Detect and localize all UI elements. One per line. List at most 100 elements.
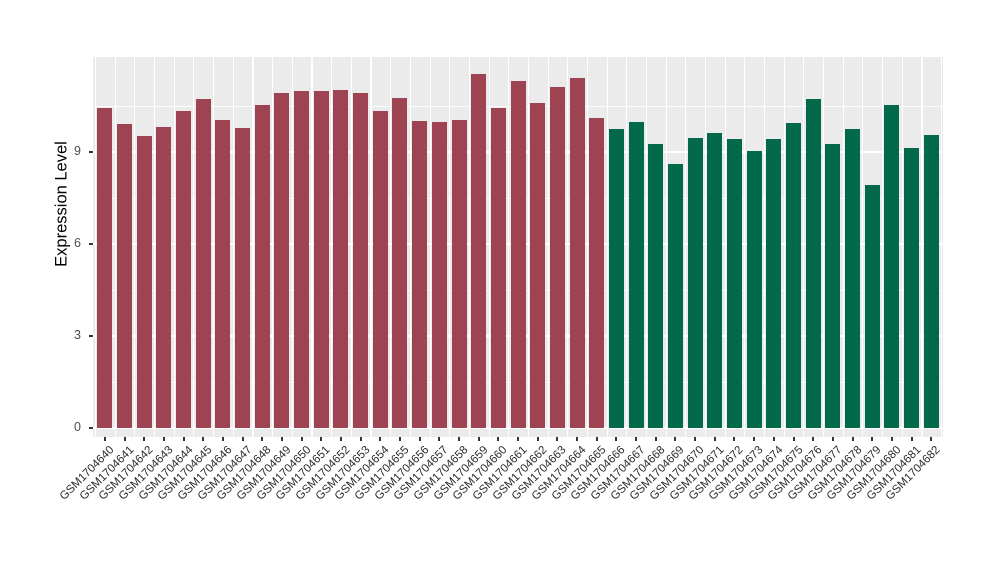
x-tick-mark <box>497 437 500 441</box>
gridline-x <box>272 57 274 437</box>
gridline-x <box>586 57 589 437</box>
x-tick-mark <box>300 437 303 441</box>
x-tick-mark <box>339 437 342 441</box>
x-tick-mark <box>162 437 165 441</box>
x-tick-mark <box>182 437 185 441</box>
gridline-x <box>842 57 844 437</box>
bar <box>746 151 762 428</box>
x-tick-mark <box>890 437 893 441</box>
gridline-x <box>232 57 234 437</box>
x-tick-mark <box>635 437 638 441</box>
y-tick-mark <box>88 334 93 337</box>
y-tick-label: 0 <box>74 420 81 434</box>
gridline-x <box>783 57 785 437</box>
gridline-x <box>901 57 903 437</box>
y-tick-mark <box>88 150 93 153</box>
gridline-x <box>154 57 156 437</box>
x-tick-mark <box>615 437 618 441</box>
x-tick-mark <box>851 437 854 441</box>
bar <box>97 107 113 428</box>
gridline-x <box>941 57 943 437</box>
x-tick-mark <box>733 437 736 441</box>
bar <box>215 120 231 428</box>
gridline-x <box>429 57 431 437</box>
gridline-x <box>626 57 628 437</box>
bar <box>805 99 821 428</box>
bar <box>195 98 211 428</box>
y-tick-label: 6 <box>74 235 81 250</box>
x-tick-mark <box>458 437 460 441</box>
x-tick-mark <box>654 437 657 441</box>
bar <box>471 74 487 428</box>
bar <box>431 122 447 428</box>
x-tick-mark <box>517 437 519 441</box>
gridline-x <box>409 57 411 437</box>
bar <box>156 126 172 428</box>
x-tick-mark <box>280 437 283 441</box>
bar <box>490 107 506 428</box>
bar <box>274 93 290 428</box>
bar <box>923 135 939 428</box>
bar <box>864 184 880 428</box>
gridline-x <box>567 57 569 437</box>
y-tick-mark <box>88 242 93 245</box>
x-tick-mark <box>694 437 697 441</box>
x-tick-mark <box>871 437 874 441</box>
y-tick-label: 3 <box>74 327 81 342</box>
x-tick-mark <box>772 437 775 441</box>
bar <box>412 120 428 428</box>
gridline-x <box>488 57 490 437</box>
bar <box>648 144 664 428</box>
bar <box>707 133 723 428</box>
bar <box>549 87 565 428</box>
bar <box>294 91 310 428</box>
bar <box>687 138 703 428</box>
x-tick-mark <box>418 437 421 441</box>
x-tick-mark <box>261 437 264 441</box>
gridline-x <box>882 57 884 437</box>
gridline-x <box>193 57 195 437</box>
gridline-x <box>213 57 215 437</box>
bar <box>333 90 349 428</box>
x-tick-mark <box>576 437 578 441</box>
gridline-x <box>685 57 687 437</box>
gridline-x <box>114 57 116 437</box>
bar <box>589 118 605 428</box>
x-tick-mark <box>595 437 598 441</box>
bar <box>117 124 132 428</box>
bar <box>786 122 801 428</box>
x-tick-mark <box>910 437 913 441</box>
gridline-x <box>862 57 864 437</box>
gridline-x <box>311 57 313 437</box>
gridline-x <box>606 57 608 437</box>
gridline-x <box>468 57 470 437</box>
bar <box>845 129 860 428</box>
x-tick-mark <box>477 437 480 441</box>
gridline-x <box>291 57 293 437</box>
x-tick-mark <box>379 437 382 441</box>
gridline-x <box>665 57 667 437</box>
bar <box>372 111 388 428</box>
x-tick-mark <box>812 437 815 441</box>
gridline-x <box>547 57 549 437</box>
x-tick-mark <box>221 437 224 441</box>
gridline-x <box>173 57 175 437</box>
x-tick-mark <box>930 437 933 441</box>
gridline-x <box>370 57 372 437</box>
bar <box>628 121 644 428</box>
y-tick-label: 9 <box>74 143 81 158</box>
bar <box>530 102 546 428</box>
gridline-x <box>95 57 97 437</box>
bar <box>313 91 329 428</box>
gridline-x <box>763 57 766 437</box>
bar <box>904 147 919 428</box>
bar <box>766 138 782 428</box>
x-tick-mark <box>320 437 323 441</box>
x-tick-mark <box>713 437 716 441</box>
gridline-x <box>744 57 746 437</box>
gridline-x <box>823 57 825 437</box>
bar <box>254 105 270 428</box>
gridline-x <box>331 57 333 437</box>
gridline-x <box>527 57 529 437</box>
bar <box>235 127 250 428</box>
